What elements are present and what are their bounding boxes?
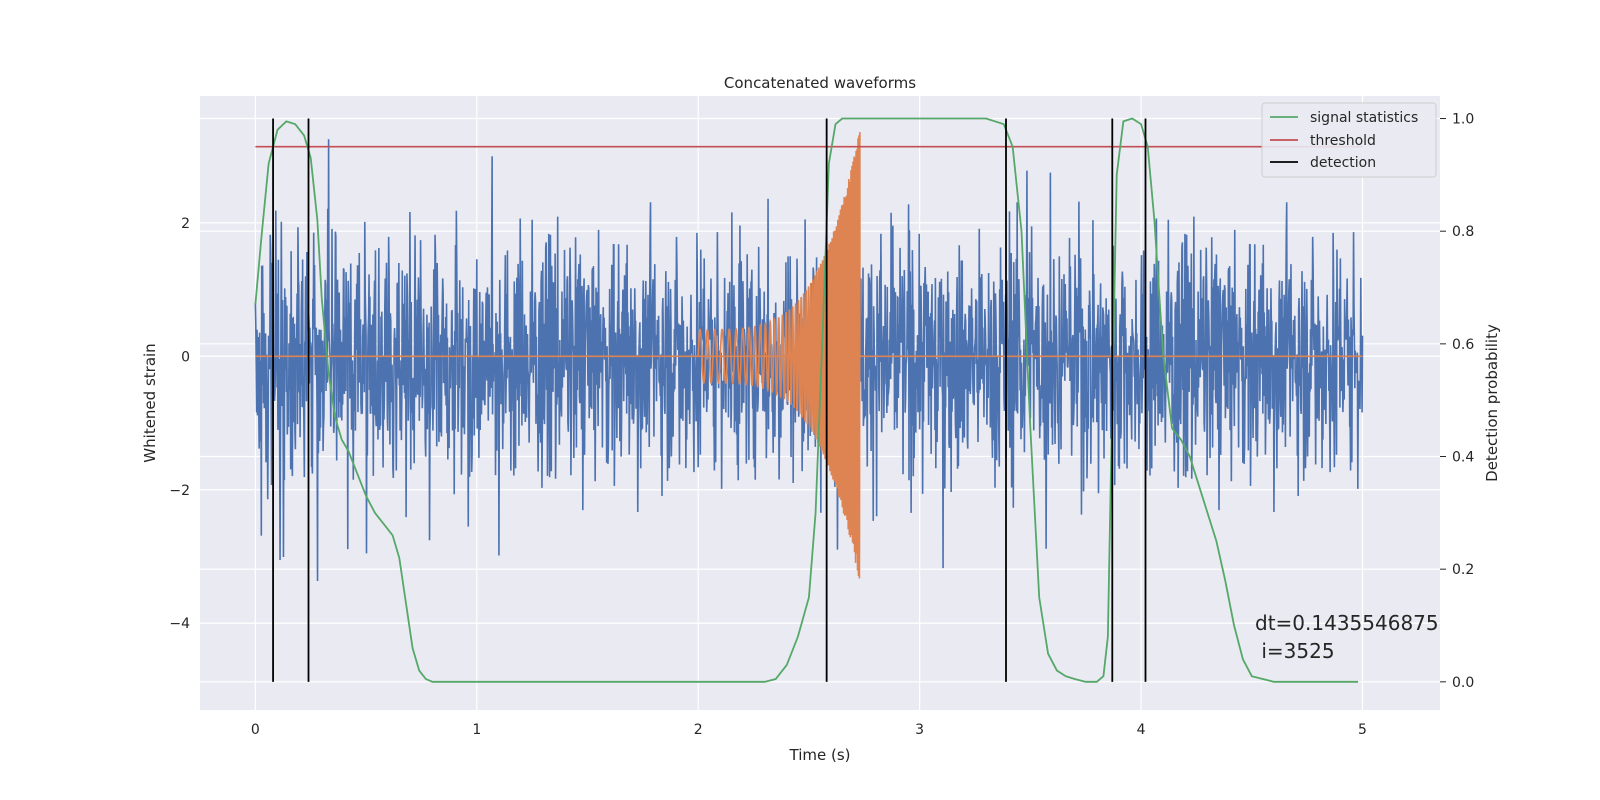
y-tick-label: 2	[181, 216, 190, 232]
y-right-axis-title: Detection probability	[1483, 324, 1501, 482]
x-tick-label: 4	[1137, 722, 1146, 738]
y-right-tick-label: 0.0	[1452, 675, 1474, 691]
chirp-trace	[697, 132, 861, 579]
x-tick-label: 3	[915, 722, 924, 738]
chart-title: Concatenated waveforms	[724, 74, 916, 92]
legend-box	[1261, 102, 1437, 178]
y-right-tick-label: 0.2	[1452, 562, 1474, 578]
y-right-tick-labels: 0.0 0.2 0.4 0.6 0.8 1.0	[1440, 112, 1474, 691]
detection-lines	[272, 118, 1147, 682]
x-tick-label: 1	[472, 722, 481, 738]
y-tick-label: −4	[169, 616, 190, 632]
y-right-tick-label: 0.4	[1452, 450, 1474, 466]
legend-label-threshold: threshold	[1310, 133, 1376, 149]
x-tick-label: 5	[1358, 722, 1367, 738]
y-right-tick-label: 0.6	[1452, 337, 1474, 353]
y-tick-label: 0	[181, 349, 190, 365]
x-axis-title: Time (s)	[789, 746, 851, 764]
annotation-dt: dt=0.1435546875	[1255, 611, 1439, 635]
y-axis-title: Whitened strain	[141, 343, 159, 462]
y-tick-labels: −4 −2 0 2	[169, 216, 190, 632]
y-right-tick-label: 1.0	[1452, 112, 1474, 128]
signal-statistics-line	[254, 117, 1359, 683]
legend-label-signal-statistics: signal statistics	[1310, 110, 1418, 126]
x-tick-label: 0	[251, 722, 260, 738]
y-tick-label: −2	[169, 483, 190, 499]
x-tick-labels: 0 1 2 3 4 5	[251, 722, 1367, 738]
legend: signal statistics threshold detection	[1261, 102, 1437, 178]
legend-label-detection: detection	[1310, 155, 1376, 171]
x-tick-label: 2	[694, 722, 703, 738]
annotation-i: i=3525	[1255, 639, 1335, 663]
y-right-tick-label: 0.8	[1452, 224, 1474, 240]
